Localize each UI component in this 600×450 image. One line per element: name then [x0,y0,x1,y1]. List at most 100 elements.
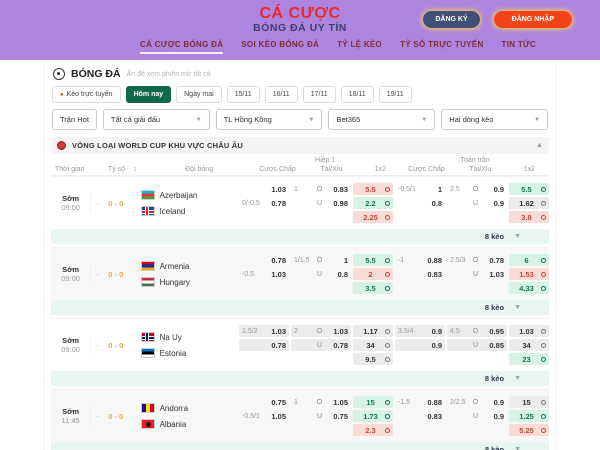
odds-cell-handicap[interactable]: -0.5 1.03 [242,269,286,279]
odds-cell-1x2[interactable]: 1.73 [353,410,393,422]
odds-cell-handicap[interactable]: 1.5/2 1.03 [239,325,289,337]
nav-ty-le-keo[interactable]: TỶ LỆ KÈO [337,40,383,50]
bookmaker-select[interactable]: Bet365 ▼ [328,109,436,130]
more-odds-bar[interactable]: 8 kèo ▼ [51,300,549,315]
trend-dot-icon [385,342,390,348]
odds-cell-1x2[interactable]: 6 [509,254,549,266]
odds-cell-overunder[interactable]: 2/2.5 O 0.9 [450,397,504,407]
more-odds-bar[interactable]: 8 kèo ▼ [51,442,549,450]
line-count-select[interactable]: Hai dòng kèo ▼ [441,109,549,130]
odds-cell-handicap[interactable]: 0/-0.5 0.78 [242,198,286,208]
filter-chip[interactable]: Ngày mai [176,86,222,103]
trend-dot-icon [541,257,546,263]
odds-cell-handicap[interactable]: -1 0.88 [398,255,442,265]
odds-cell-1x2[interactable]: 1.25 [509,410,549,422]
odds-cell-1x2[interactable]: 5.5 [353,254,393,266]
odds-cell-1x2[interactable]: 5.5 [509,183,549,195]
odds-cell-overunder[interactable]: 4.5 O 0.95 [447,325,507,337]
register-button[interactable]: ĐĂNG KÝ [423,11,480,28]
odds-cell-handicap[interactable]: 0.8 [431,198,442,208]
odds-cell-1x2[interactable]: 5.25 [509,424,549,436]
odds-cell-overunder[interactable]: U 0.9 [472,198,504,208]
filter-chip[interactable]: 16/11 [264,86,298,103]
odds-cell-overunder[interactable]: 1 O 0.83 [294,184,348,194]
col-time: Thời gian [55,166,85,173]
league-header[interactable]: VÒNG LOẠI WORLD CUP KHU VỰC CHÂU ÂU ▲ [51,137,549,154]
odds-cell-handicap[interactable]: 0.78 [271,255,286,265]
filter-chip[interactable]: ● Kèo trực tuyến [52,86,121,103]
home-team[interactable]: Andorra [140,403,239,413]
nav-soi-keo-bong-da[interactable]: SOI KÈO BÓNG ĐÁ [241,40,320,50]
odds-cell-1x2[interactable]: 15 [353,396,393,408]
more-odds-bar[interactable]: 8 kèo ▼ [51,229,549,244]
odds-type-select[interactable]: TL Hồng Kông ▼ [215,109,323,130]
odds-cell-handicap[interactable]: -0.5/1 1 [398,184,442,194]
odds-cell-handicap[interactable]: 0.78 [239,339,289,351]
home-team[interactable]: Azerbaijan [140,190,239,200]
odds-cell-1x2[interactable]: 23 [509,353,549,365]
home-team[interactable]: Na Uy [140,332,239,342]
odds-cell-overunder[interactable]: 1/1.5 O 1 [294,255,348,265]
league-title: VÒNG LOẠI WORLD CUP KHU VỰC CHÂU ÂU [72,141,244,150]
odds-cell-1x2[interactable]: 2.3 [353,424,393,436]
odds-cell-1x2[interactable]: 1.03 [509,325,549,337]
away-team[interactable]: Estonia [140,348,239,358]
odds-cell-1x2[interactable]: 2.2 [353,197,393,209]
odds-cell-handicap[interactable]: -0.5/1 1.05 [242,411,286,421]
odds-cell-1x2[interactable]: 2 [353,268,393,280]
filter-chip[interactable]: 15/11 [226,86,260,103]
odds-cell-1x2[interactable]: 4.33 [509,282,549,294]
odds-cell-1x2[interactable]: 3.8 [509,211,549,223]
odds-cell-1x2[interactable]: 2.25 [353,211,393,223]
odds-cell-1x2[interactable]: 34 [509,339,549,351]
odds-cell-overunder[interactable]: U 0.78 [291,339,351,351]
more-odds-bar[interactable]: 8 kèo ▼ [51,371,549,386]
filter-chip[interactable]: 17/11 [302,86,336,103]
nav-ty-so-truc-tuyen[interactable]: TỶ SỐ TRỰC TUYẾN [400,40,484,50]
away-team[interactable]: Hungary [140,277,239,287]
odds-cell-overunder[interactable]: U 0.85 [447,339,507,351]
odds-cell-1x2[interactable]: 5.5 [353,183,393,195]
away-team[interactable]: Iceland [140,206,239,216]
odds-cell-handicap[interactable]: 0.83 [427,411,442,421]
odds-cell-overunder[interactable]: U 0.8 [316,269,348,279]
nav-ca-cuoc-bong-da[interactable]: CÁ CƯỢC BÓNG ĐÁ [140,40,224,55]
odds-cell-1x2[interactable]: 1.17 [353,325,393,337]
odds-cell-1x2[interactable]: 1.53 [509,268,549,280]
odds-cell-overunder[interactable]: U 0.9 [472,411,504,421]
odds-cell-handicap[interactable]: -1.5 0.88 [398,397,442,407]
odds-cell-handicap[interactable]: 0.75 [271,397,286,407]
odds-cell-overunder[interactable]: 2 O 1.03 [291,325,351,337]
section-title: BÓNG ĐÁ [71,68,121,80]
login-button[interactable]: ĐĂNG NHẬP [493,11,572,28]
match-time-label: Sớm [62,194,80,203]
odds-cell-1x2[interactable]: 1.62 [509,197,549,209]
odds-cell-handicap[interactable]: 0.83 [427,269,442,279]
odds-cell-overunder[interactable]: 1 O 1.05 [294,397,348,407]
odds-cell-handicap[interactable]: 1.03 [271,184,286,194]
odds-cell-overunder[interactable]: 2.5/3 O 0.78 [450,255,504,265]
col-team: Đội bóng [185,166,214,173]
odds-cell-handicap[interactable]: 0.9 [395,339,445,351]
odds-cell-overunder[interactable]: U 1.03 [472,269,504,279]
filter-chip[interactable]: 19/11 [378,86,412,103]
odds-cell-1x2[interactable]: 15 [509,396,549,408]
odds-cell-overunder[interactable]: U 0.98 [316,198,348,208]
sort-icon[interactable]: ↕ [133,166,137,173]
filter-chip[interactable]: Hôm nay [125,86,172,103]
col-overunder-h1: Tài/Xỉu [320,166,343,173]
hot-matches-button[interactable]: Trận Hot [52,109,97,130]
match-status-dash: - [96,198,99,208]
odds-cell-overunder[interactable]: U 0.75 [316,411,348,421]
nav-tin-tuc[interactable]: TIN TỨC [501,40,537,50]
more-odds-label: 8 kèo [484,445,505,450]
odds-cell-handicap[interactable]: 3.5/4 0.9 [395,325,445,337]
home-team[interactable]: Armenia [140,261,239,271]
league-select[interactable]: Tất cả giải đấu ▼ [102,109,210,130]
away-team[interactable]: Albania [140,419,239,429]
odds-cell-1x2[interactable]: 3.5 [353,282,393,294]
filter-chip[interactable]: 18/11 [340,86,374,103]
odds-cell-1x2[interactable]: 34 [353,339,393,351]
odds-cell-1x2[interactable]: 9.5 [353,353,393,365]
odds-cell-overunder[interactable]: 2.5 O 0.9 [450,184,504,194]
